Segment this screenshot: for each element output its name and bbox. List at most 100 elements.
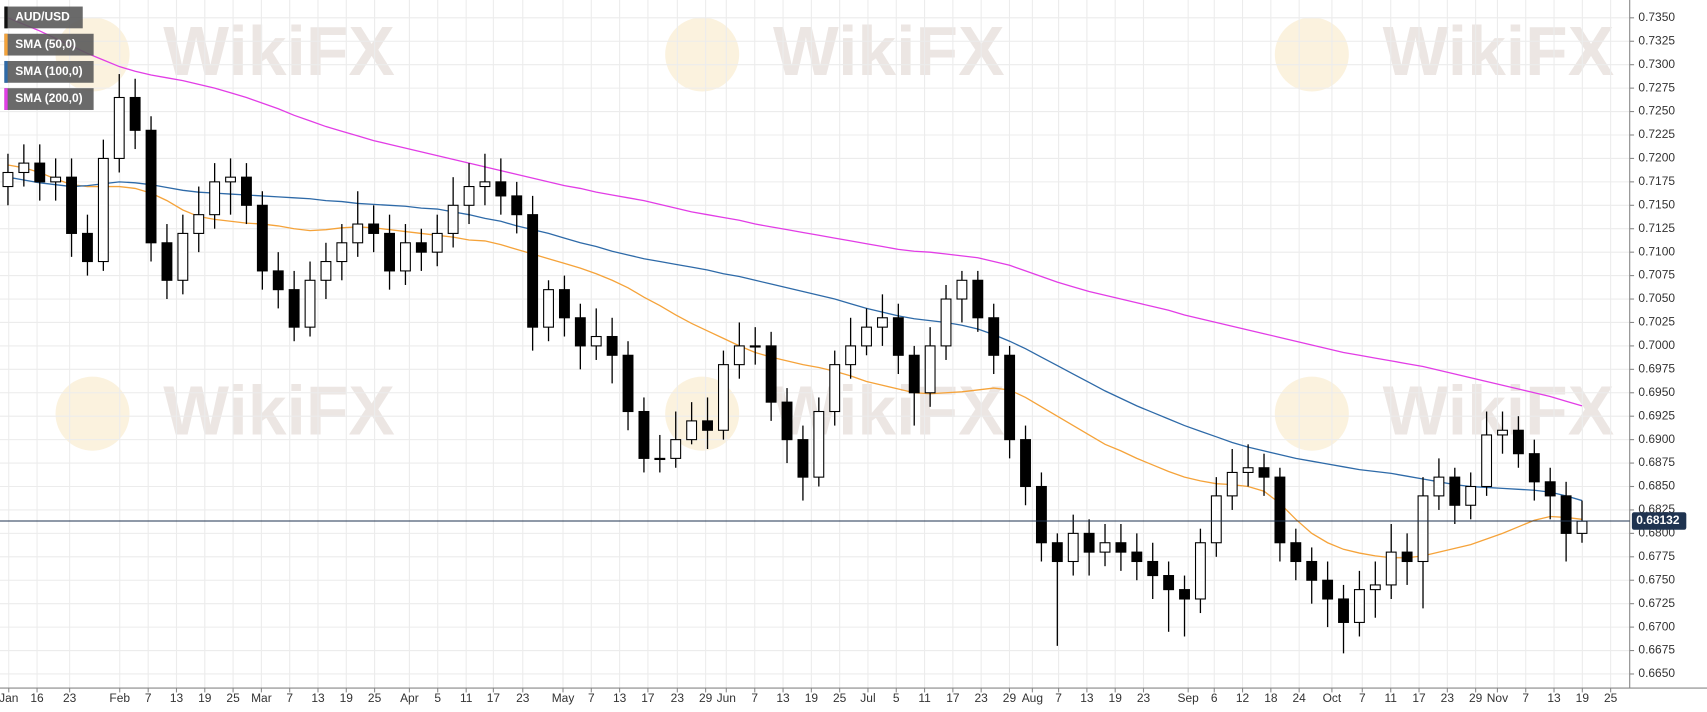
- candle-body: [1481, 434, 1493, 488]
- candle-body: [797, 439, 809, 478]
- watermark: WikiFX: [773, 12, 1005, 90]
- x-tick-label: 6: [1211, 691, 1218, 705]
- y-tick-label: 0.7100: [1638, 244, 1675, 258]
- candle-body: [527, 214, 539, 328]
- watermark-logo: [665, 17, 740, 92]
- candle-body: [1242, 467, 1254, 473]
- candle-body: [66, 176, 77, 234]
- y-tick-label: 0.6950: [1638, 385, 1675, 399]
- watermarks: WikiFX WikiFX WikiFX WikiFX WikiFX WikiFX: [55, 12, 1614, 451]
- candle-body: [304, 279, 316, 328]
- candle-body: [670, 439, 682, 459]
- x-tick-label: 23: [516, 691, 530, 705]
- sma-line: [7, 164, 1583, 559]
- candles: [2, 74, 1588, 654]
- y-tick-label: 0.6650: [1638, 666, 1675, 680]
- candle-body: [1385, 551, 1397, 586]
- candle-body: [129, 96, 141, 131]
- plot-background: [0, 0, 1630, 688]
- y-tick-label: 0.7300: [1638, 57, 1675, 71]
- y-tick-label: 0.6675: [1638, 643, 1675, 657]
- x-tick-label: 23: [1137, 691, 1151, 705]
- candle-body: [336, 242, 348, 263]
- y-tick-label: 0.7000: [1638, 338, 1675, 352]
- y-tick-label: 0.6975: [1638, 361, 1675, 375]
- legend-label: SMA (50,0): [15, 37, 76, 51]
- candle-body: [1290, 542, 1302, 563]
- watermark: WikiFX: [163, 12, 395, 90]
- candle-body: [1274, 476, 1286, 544]
- candle-body: [1401, 551, 1413, 563]
- candle-body: [1131, 551, 1143, 563]
- x-tick-label: 23: [671, 691, 685, 705]
- x-tick-label: Jan: [0, 691, 18, 705]
- x-tick-label: 23: [974, 691, 988, 705]
- candle-body: [2, 171, 14, 188]
- candle-body: [1194, 542, 1206, 600]
- x-tick-label: 13: [311, 691, 325, 705]
- y-tick-label: 0.6775: [1638, 549, 1675, 563]
- candle-body: [717, 364, 729, 431]
- x-tick-label: May: [552, 691, 575, 705]
- candle-body: [1560, 495, 1572, 534]
- x-tick-label: 11: [460, 691, 473, 705]
- candle-body: [765, 345, 777, 403]
- x-tick-label: 17: [487, 691, 501, 705]
- legend-box: [4, 6, 83, 29]
- x-tick-label: 25: [226, 691, 240, 705]
- x-tick-label: 19: [805, 691, 819, 705]
- x-tick-label: 17: [1412, 691, 1426, 705]
- candle-body: [193, 214, 205, 234]
- candle-body: [1163, 575, 1175, 591]
- candle-body: [97, 157, 109, 263]
- candle-body: [352, 223, 364, 244]
- y-tick-label: 0.7200: [1638, 151, 1675, 165]
- x-tick-label: 7: [1522, 691, 1529, 705]
- candle-body: [161, 242, 173, 281]
- x-tick-label: Nov: [1487, 691, 1508, 705]
- x-tick-label: 25: [1604, 691, 1618, 705]
- candle-body: [1353, 589, 1365, 623]
- sma-line: [7, 176, 1583, 502]
- candle-body: [50, 176, 62, 183]
- candle-body: [1322, 579, 1334, 600]
- axes: 0.6650 0.6675 0.6700 0.6725 0.6750 0.6775 0.68…: [0, 10, 1675, 705]
- candle-body: [781, 401, 793, 441]
- candle-body: [813, 410, 825, 478]
- candle-body: [272, 270, 284, 291]
- watermark-logo: [1274, 17, 1349, 92]
- y-tick-label: 0.7150: [1638, 197, 1675, 211]
- x-tick-label: 7: [751, 691, 758, 705]
- watermark: WikiFX: [773, 371, 1005, 449]
- candle-body: [399, 242, 411, 272]
- x-tick-label: 17: [641, 691, 655, 705]
- x-tick-label: Jun: [717, 691, 736, 705]
- x-tick-label: 19: [198, 691, 212, 705]
- candle-body: [415, 242, 427, 253]
- x-tick-label: 5: [893, 691, 900, 705]
- sma-lines: [7, 17, 1583, 559]
- y-tick-label: 0.7350: [1638, 10, 1675, 24]
- x-tick-label: 16: [30, 691, 44, 705]
- candle-body: [320, 260, 332, 281]
- candle-body: [876, 317, 888, 328]
- watermark-logo: [55, 376, 130, 451]
- candle-body: [431, 232, 443, 253]
- candle-body: [1067, 532, 1079, 563]
- y-tick-label: 0.7175: [1638, 174, 1675, 188]
- candle-body: [845, 345, 857, 366]
- x-tick-label: 19: [340, 691, 354, 705]
- candle-body: [1099, 542, 1111, 553]
- candle-body: [1338, 598, 1349, 623]
- candle-body: [861, 326, 872, 347]
- x-tick-label: 13: [1547, 691, 1561, 705]
- x-tick-label: Apr: [400, 691, 419, 705]
- legend-box: [4, 33, 94, 56]
- candle-body: [733, 345, 745, 366]
- x-tick-label: Sep: [1178, 691, 1200, 705]
- candle-body: [1020, 439, 1031, 488]
- candle-body: [463, 186, 475, 206]
- x-tick-label: 7: [286, 691, 293, 705]
- candle-body: [1004, 354, 1016, 441]
